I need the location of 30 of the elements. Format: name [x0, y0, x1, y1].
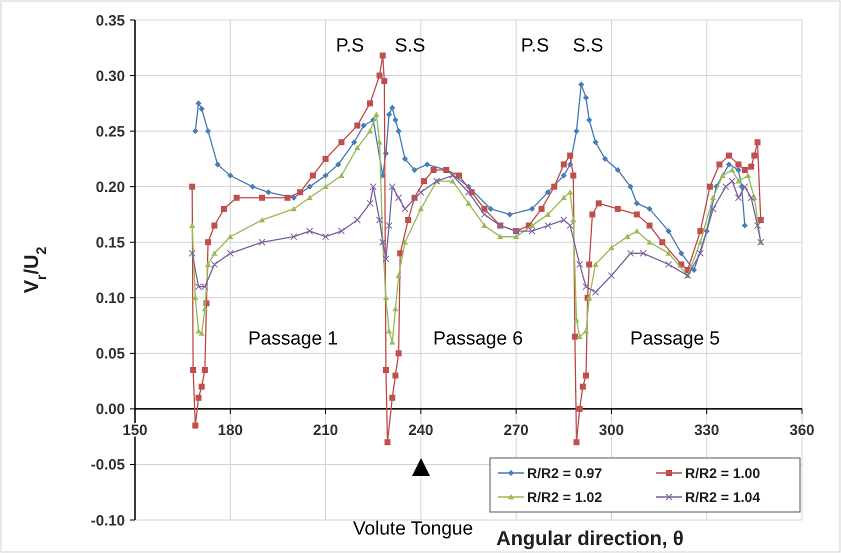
y-tick-label: 0.20: [96, 178, 125, 196]
x-tick-label: 240: [408, 422, 434, 439]
legend-label: R/R2 = 1.00: [685, 464, 760, 481]
x-tick-label: 210: [313, 422, 338, 439]
y-tick-label: 0.25: [96, 123, 125, 140]
y-tick-label: 0.05: [96, 346, 125, 363]
y-tick-label: 0.35: [96, 12, 125, 30]
annotation: Passage 6: [433, 328, 523, 350]
annotation: S.S: [394, 36, 426, 57]
x-tick-label: 360: [789, 422, 815, 439]
annotation: Passage 1: [248, 328, 338, 350]
y-tick-label: -0.05: [90, 456, 125, 474]
annotation: P.S: [336, 36, 364, 57]
y-tick-label: 0.00: [96, 401, 125, 418]
x-axis-title: Angular direction, θ: [496, 528, 684, 550]
y-tick-label: -0.10: [90, 512, 125, 530]
y-tick-label: 0.10: [96, 290, 125, 308]
x-tick-label: 180: [218, 422, 243, 439]
legend-label: R/R2 = 0.97: [527, 464, 602, 481]
y-tick-label: 0.30: [96, 68, 125, 85]
annotation: Volute Tongue: [352, 518, 474, 540]
annotation: S.S: [572, 36, 604, 57]
x-tick-label: 270: [504, 422, 529, 439]
y-tick-label: 0.15: [96, 234, 125, 252]
x-tick-label: 330: [694, 422, 720, 439]
annotation: Passage 5: [630, 328, 720, 350]
x-tick-label: 300: [598, 422, 624, 439]
legend-label: R/R2 = 1.02: [527, 488, 602, 505]
legend-label: R/R2 = 1.04: [685, 488, 760, 505]
annotation: P.S: [520, 36, 550, 57]
